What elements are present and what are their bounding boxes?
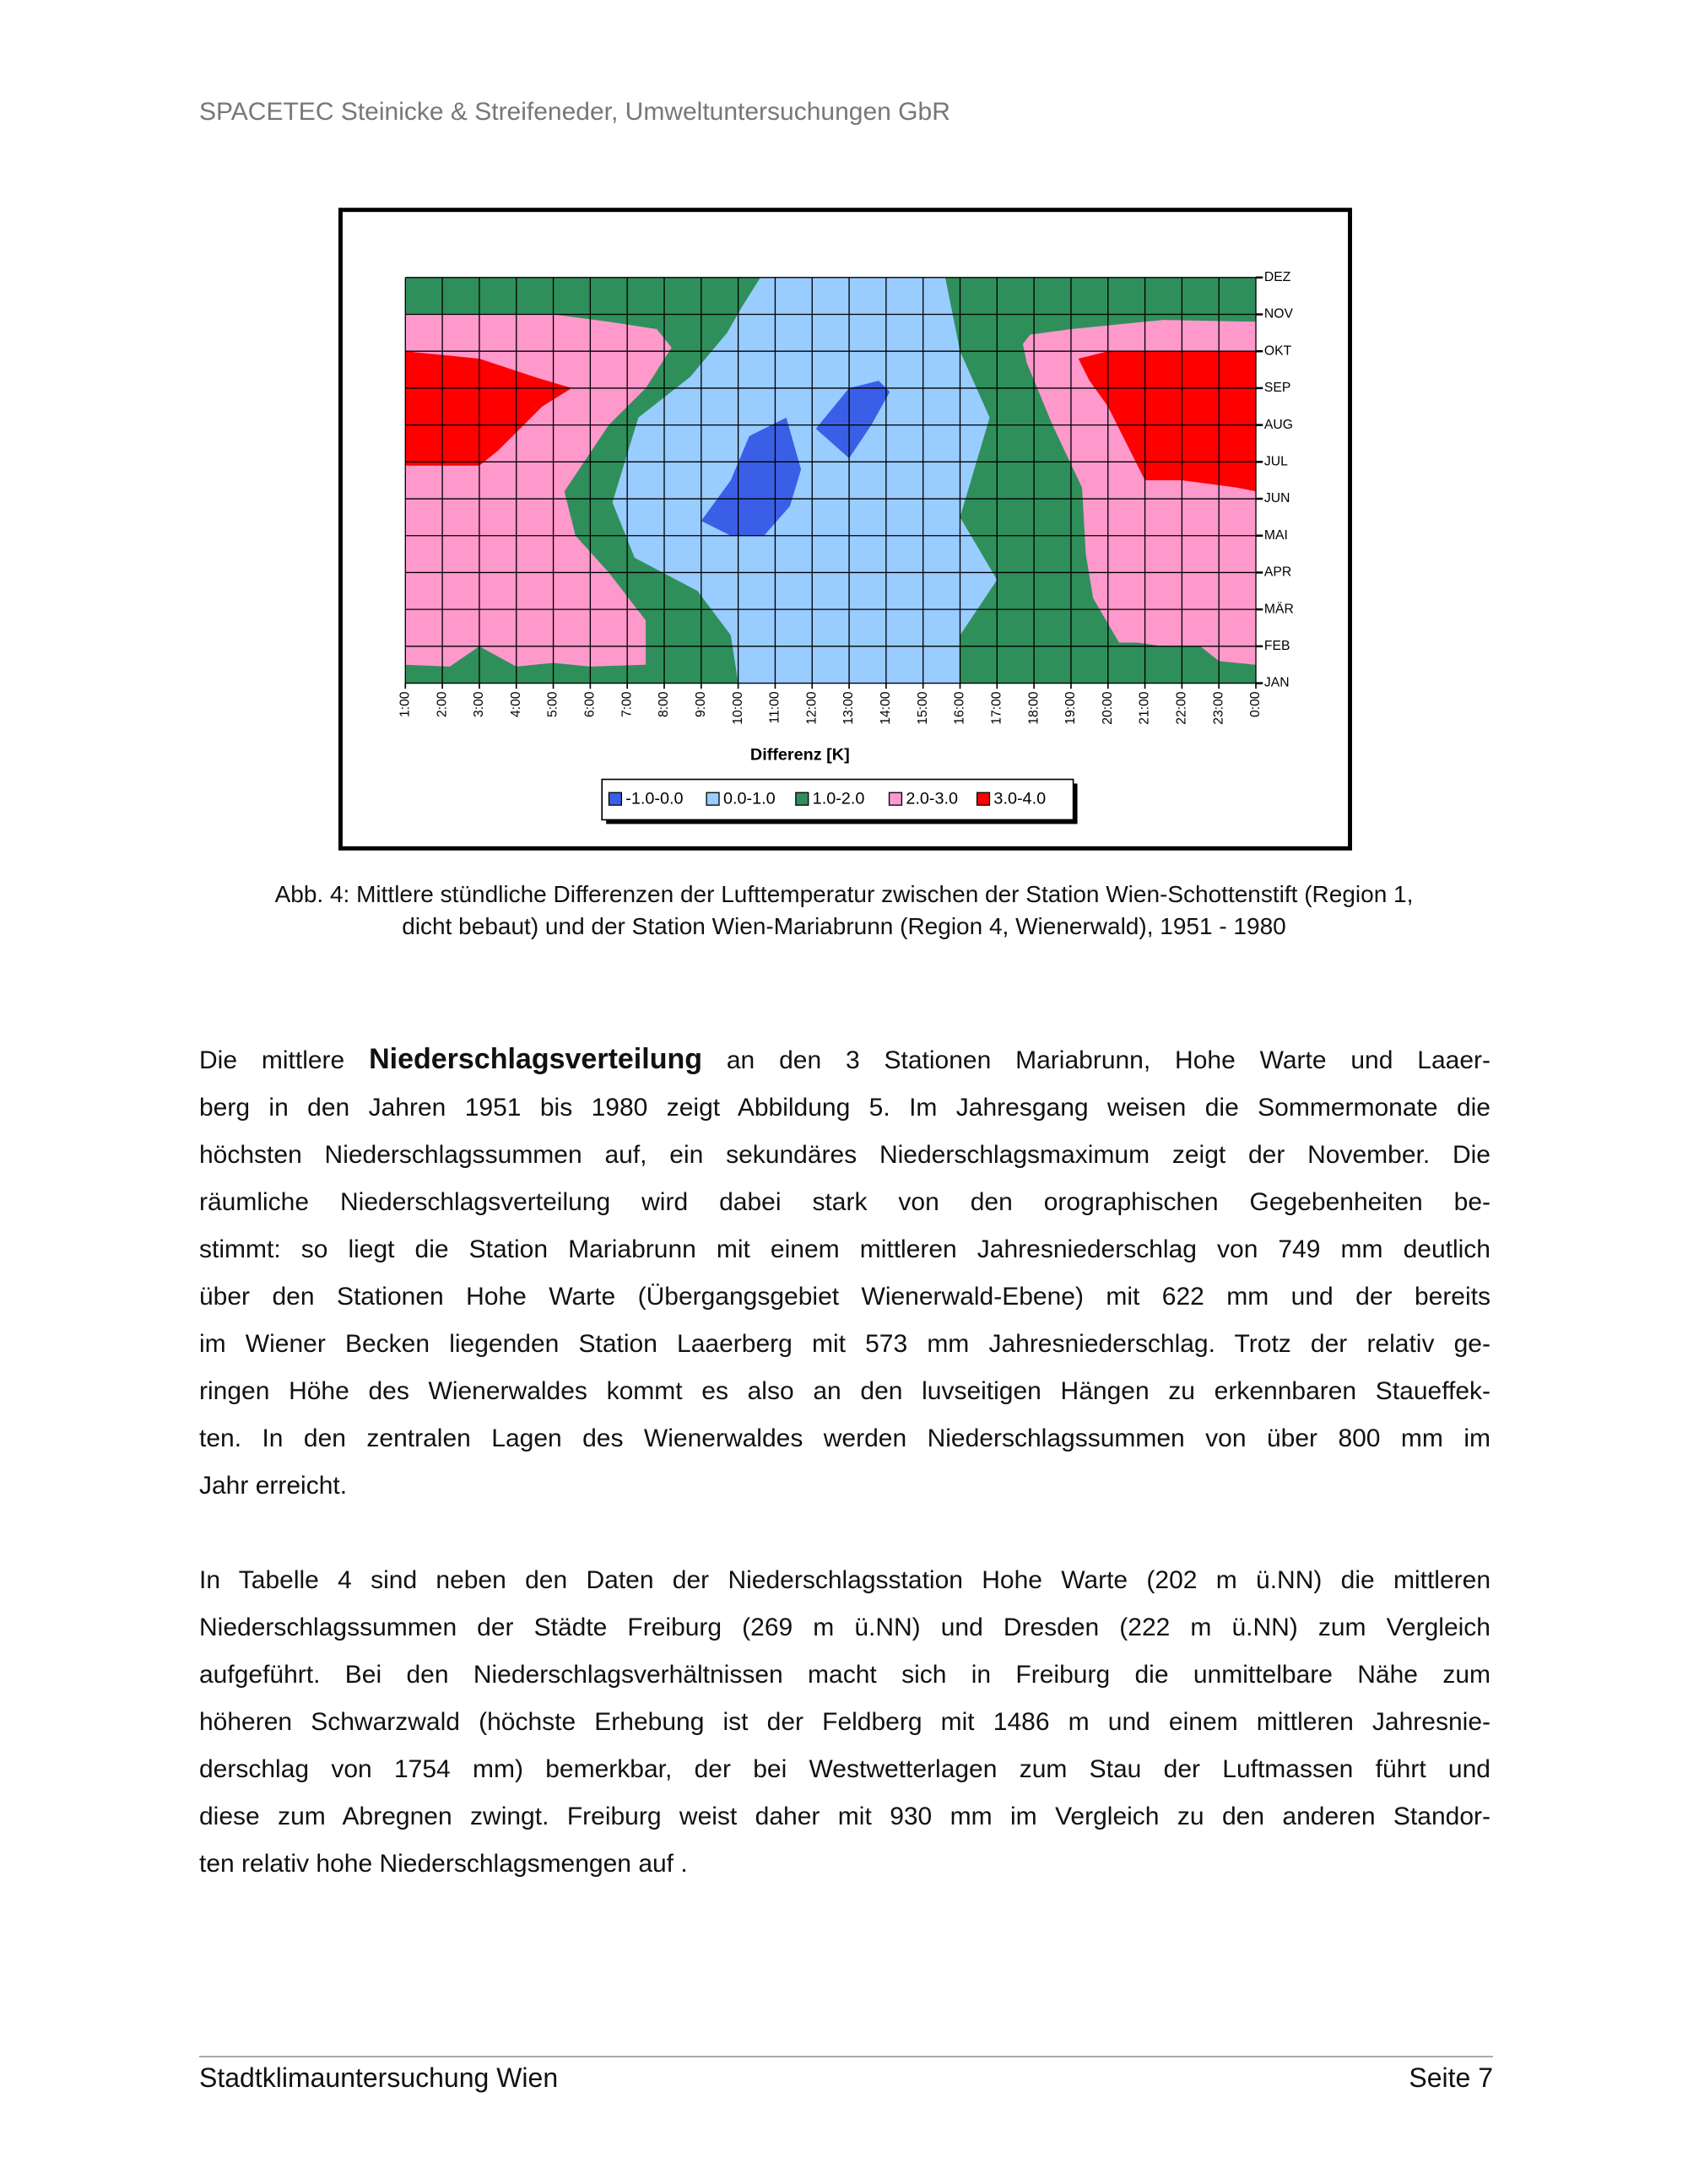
x-tick-label: 12:00 — [804, 691, 819, 725]
contour-region — [815, 381, 890, 458]
y-tick-label: MAI — [1264, 528, 1288, 543]
y-tick-label: MÄR — [1264, 601, 1294, 616]
x-tick-label: 17:00 — [989, 691, 1004, 725]
y-tick-label: JUL — [1264, 454, 1288, 468]
legend-swatch — [888, 792, 903, 806]
x-tick-label: 1:00 — [398, 691, 412, 717]
text-line: derschlag von 1754 mm) bemerkbar, der be… — [199, 1755, 1491, 1783]
paragraph: Die mittlere Niederschlagsverteilung an … — [199, 1035, 1491, 1510]
x-tick-label: 23:00 — [1211, 691, 1225, 725]
y-tick-label: OKT — [1264, 343, 1292, 358]
figure: 1:00 2:00 3:00 4:00 5:00 6:00 7:00 8:00 9:00 10:0… — [338, 208, 1352, 851]
caption-line: dicht bebaut) und der Station Wien-Maria… — [402, 913, 1286, 939]
x-tick-label: 16:00 — [953, 691, 967, 725]
contour-region — [405, 351, 572, 466]
x-tick-label: 22:00 — [1175, 691, 1189, 725]
x-tick-label: 8:00 — [657, 691, 671, 717]
x-tick-label: 5:00 — [546, 691, 560, 717]
x-tick-label: 20:00 — [1101, 691, 1115, 725]
text-line: Jahr erreicht. — [199, 1472, 348, 1500]
text-span: an den 3 Stationen Mariabrunn, Hohe Wart… — [702, 1046, 1491, 1074]
header: SPACETEC Steinicke & Streifeneder, Umwel… — [199, 98, 950, 126]
y-tick-label: AUG — [1264, 418, 1293, 432]
x-tick-label: 21:00 — [1138, 691, 1152, 725]
x-tick-label: 14:00 — [879, 691, 893, 725]
text-line: Die mittlere Niederschlagsverteilung an … — [199, 1035, 1491, 1084]
x-tick-label: 11:00 — [768, 691, 782, 723]
x-tick-label: 2:00 — [435, 691, 449, 717]
footer-left: Stadtklimauntersuchung Wien — [199, 2062, 559, 2093]
contour-region — [612, 277, 998, 684]
y-tick-label: JAN — [1264, 676, 1290, 690]
x-tick-label: 7:00 — [619, 691, 634, 717]
text-line: höheren Schwarzwald (höchste Erhebung is… — [199, 1708, 1491, 1736]
y-tick-label: FEB — [1264, 639, 1290, 653]
text-line: berg in den Jahren 1951 bis 1980 zeigt A… — [199, 1094, 1491, 1122]
text-span: Die mittlere — [199, 1046, 370, 1074]
contour-region — [701, 417, 802, 536]
text-line: über den Stationen Hohe Warte (Übergangs… — [199, 1283, 1491, 1311]
legend — [601, 778, 1074, 821]
x-tick-label: 10:00 — [731, 691, 745, 725]
x-tick-label: 9:00 — [694, 691, 708, 717]
x-tick-label: 19:00 — [1063, 691, 1078, 725]
text-line: ringen Höhe des Wienerwaldes kommt es al… — [199, 1377, 1491, 1405]
text-line: im Wiener Becken liegenden Station Laaer… — [199, 1330, 1491, 1358]
x-tick-label: 4:00 — [509, 691, 523, 717]
y-tick-label: SEP — [1264, 381, 1290, 395]
y-tick-label: NOV — [1264, 307, 1294, 322]
text-line: höchsten Niederschlagssummen auf, ein se… — [199, 1141, 1491, 1169]
text-line: räumliche Niederschlagsverteilung wird d… — [199, 1188, 1491, 1216]
x-tick-label: 6:00 — [583, 691, 598, 717]
x-axis-title: Differenz [K] — [750, 746, 850, 765]
legend-swatch — [795, 792, 809, 806]
x-tick-label: 13:00 — [841, 691, 856, 725]
footer-rule — [199, 2056, 1493, 2057]
x-tick-label: 0:00 — [1248, 691, 1263, 717]
y-tick-label: DEZ — [1264, 270, 1291, 284]
footer-right: Seite 7 — [1409, 2062, 1493, 2093]
bold-term: Niederschlagsverteilung — [369, 1043, 702, 1075]
legend-label: 2.0-3.0 — [906, 790, 958, 808]
text-line: aufgeführt. Bei den Niederschlagsverhält… — [199, 1661, 1491, 1689]
paragraph: In Tabelle 4 sind neben den Daten der Ni… — [199, 1557, 1491, 1888]
legend-label: 0.0-1.0 — [723, 790, 776, 808]
text-line: stimmt: so liegt die Station Mariabrunn … — [199, 1235, 1491, 1263]
text-line: diese zum Abregnen zwingt. Freiburg weis… — [199, 1803, 1491, 1830]
contour-region — [1078, 351, 1257, 492]
legend-label: -1.0-0.0 — [625, 790, 683, 808]
y-tick-label: JUN — [1264, 491, 1290, 505]
text-line: Niederschlagssummen der Städte Freiburg … — [199, 1614, 1491, 1641]
x-tick-label: 3:00 — [472, 691, 486, 717]
text-line: ten relativ hohe Niederschlagsmengen auf… — [199, 1850, 688, 1878]
y-tick-label: APR — [1264, 565, 1291, 580]
text-line: ten. In den zentralen Lagen des Wienerwa… — [199, 1424, 1491, 1452]
legend-swatch — [976, 792, 991, 806]
text-line: In Tabelle 4 sind neben den Daten der Ni… — [199, 1566, 1491, 1594]
caption-line: Abb. 4: Mittlere stündliche Differenzen … — [274, 881, 1414, 907]
legend-label: 1.0-2.0 — [813, 790, 865, 808]
x-tick-label: 15:00 — [916, 691, 930, 725]
legend-label: 3.0-4.0 — [993, 790, 1046, 808]
x-tick-label: 18:00 — [1026, 691, 1041, 725]
legend-swatch — [608, 792, 623, 806]
legend-swatch — [706, 792, 720, 806]
